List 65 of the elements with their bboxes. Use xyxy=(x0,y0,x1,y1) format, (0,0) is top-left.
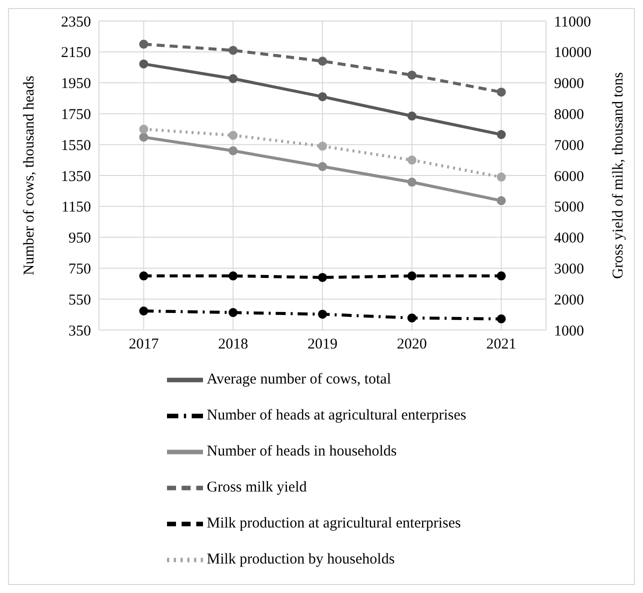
legend-label: Milk production at agricultural enterprises xyxy=(206,515,461,532)
point xyxy=(496,172,506,182)
point xyxy=(496,271,506,280)
y-tick-label: 750 xyxy=(68,262,91,278)
point xyxy=(496,314,506,324)
y-tick-label: 2150 xyxy=(61,45,91,62)
y-tick-label: 1550 xyxy=(61,138,91,154)
point xyxy=(228,308,238,318)
point xyxy=(228,146,238,156)
legend-label: Gross milk yield xyxy=(206,479,307,496)
y2-tick-label: 11000 xyxy=(554,14,591,30)
point xyxy=(139,306,148,316)
y-axis-title: Number of cows, thousand heads xyxy=(21,76,38,276)
x-tick-label: 2020 xyxy=(396,336,427,353)
point xyxy=(318,92,327,102)
y2-tick-label: 5000 xyxy=(554,200,584,216)
point xyxy=(139,40,148,49)
point xyxy=(318,272,327,282)
point xyxy=(228,74,238,84)
y2-tick-label: 6000 xyxy=(554,168,584,185)
point xyxy=(407,271,416,280)
point xyxy=(139,124,148,134)
point xyxy=(228,271,238,280)
point xyxy=(228,130,238,140)
point xyxy=(318,310,327,319)
point xyxy=(139,132,148,142)
y-tick-label: 550 xyxy=(68,292,91,308)
y2-axis-title: Gross yield of milk, thousand tons xyxy=(610,72,626,279)
y-tick-label: 1150 xyxy=(62,200,91,216)
point xyxy=(407,70,416,80)
x-tick-label: 2021 xyxy=(486,336,516,353)
point xyxy=(496,88,506,97)
point xyxy=(139,59,148,68)
x-tick-label: 2019 xyxy=(308,336,338,353)
point xyxy=(228,46,238,55)
y-tick-label: 1750 xyxy=(61,107,91,124)
point xyxy=(496,130,506,140)
legend-label: Number of heads in households xyxy=(206,443,397,460)
y2-tick-label: 10000 xyxy=(554,45,592,62)
y-tick-label: 950 xyxy=(68,230,91,247)
y2-tick-label: 2000 xyxy=(554,292,584,308)
y2-tick-label: 3000 xyxy=(554,262,584,278)
point xyxy=(318,142,327,151)
y2-tick-label: 4000 xyxy=(554,230,584,247)
point xyxy=(139,271,148,280)
point xyxy=(407,178,416,187)
y-tick-label: 1950 xyxy=(61,76,91,92)
legend-label: Milk production by households xyxy=(206,551,395,568)
point xyxy=(407,112,416,121)
legend-label: Number of heads at agricultural enterprises xyxy=(206,407,466,424)
x-tick-label: 2018 xyxy=(218,336,248,353)
y2-tick-label: 1000 xyxy=(554,323,584,340)
point xyxy=(318,56,327,66)
legend-label: Average number of cows, total xyxy=(206,371,391,388)
point xyxy=(318,162,327,172)
y-tick-label: 350 xyxy=(68,323,91,340)
point xyxy=(407,156,416,165)
y2-tick-label: 9000 xyxy=(554,76,584,92)
y-tick-label: 2350 xyxy=(61,14,91,30)
y-tick-label: 1350 xyxy=(61,168,91,185)
y2-tick-label: 7000 xyxy=(554,138,584,154)
point xyxy=(496,196,506,206)
x-tick-label: 2017 xyxy=(128,336,160,353)
point xyxy=(407,313,416,322)
y2-tick-label: 8000 xyxy=(554,107,584,124)
